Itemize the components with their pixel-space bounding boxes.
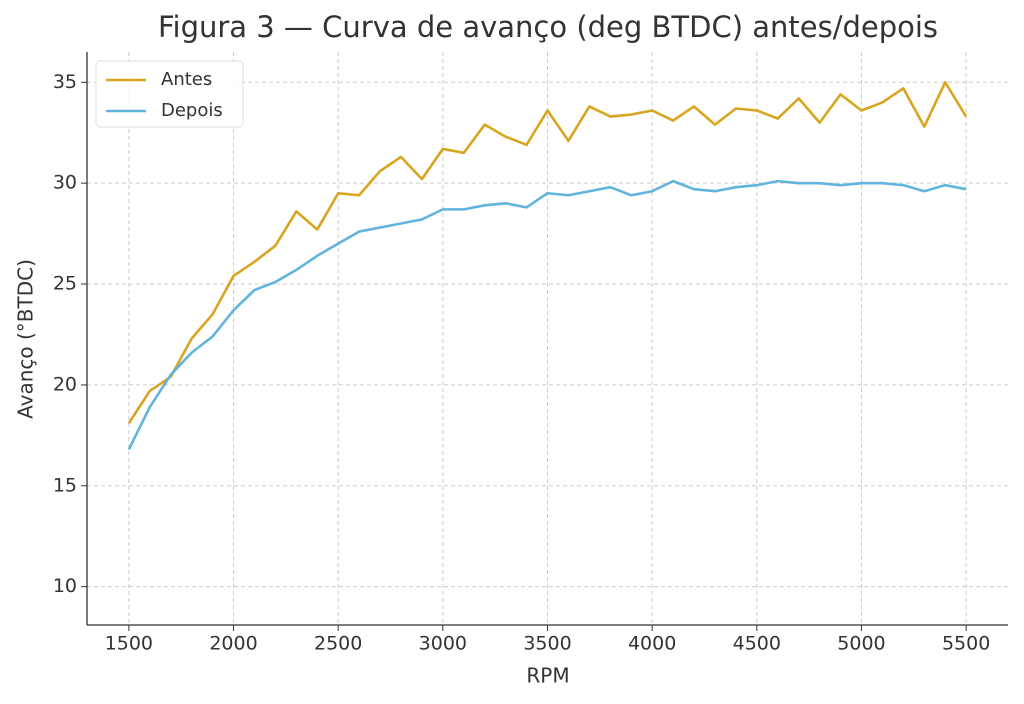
y-tick-label: 35	[53, 71, 77, 93]
legend-label: Depois	[161, 100, 223, 121]
x-tick-label: 5000	[837, 633, 885, 655]
legend-label: Antes	[161, 69, 212, 90]
y-axis-label: Avanço (°BTDC)	[14, 259, 38, 419]
chart-title: Figura 3 — Curva de avanço (deg BTDC) an…	[158, 10, 938, 44]
x-tick-label: 2500	[314, 633, 362, 655]
y-tick-label: 10	[53, 575, 77, 597]
x-axis-label: RPM	[526, 664, 569, 688]
x-tick-label: 5500	[942, 633, 990, 655]
x-tick-label: 2000	[209, 633, 257, 655]
y-tick-label: 30	[53, 172, 77, 194]
y-tick-label: 25	[53, 273, 77, 295]
x-tick-label: 1500	[105, 633, 153, 655]
y-tick-label: 15	[53, 474, 77, 496]
y-tick-label: 20	[53, 373, 77, 395]
line-series	[127, 179, 967, 451]
x-tick-label: 3000	[419, 633, 467, 655]
line-series	[127, 80, 968, 424]
x-tick-label: 3500	[523, 633, 571, 655]
x-tick-label: 4000	[628, 633, 676, 655]
x-tick-label: 4500	[733, 633, 781, 655]
